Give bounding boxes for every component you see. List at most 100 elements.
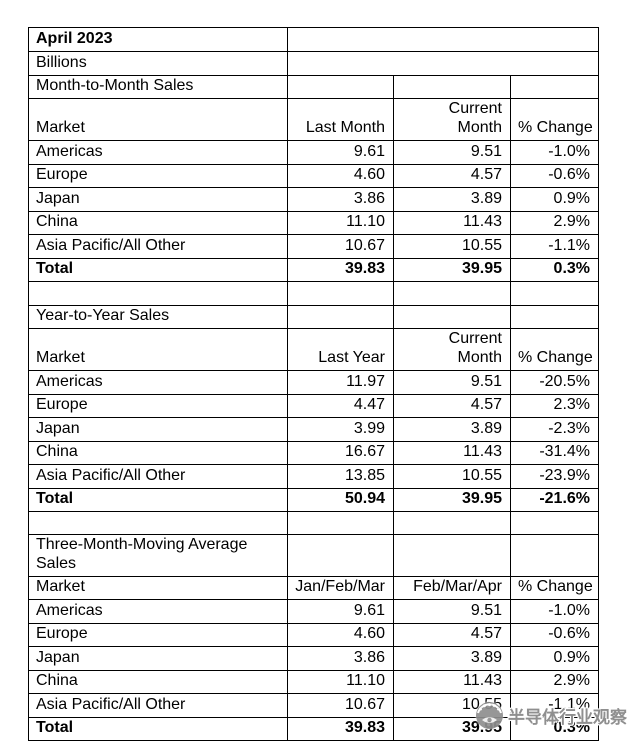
market-cell: Total — [28, 487, 288, 512]
pct-cell: -20.5% — [509, 370, 600, 395]
value-cell: 10.67 — [287, 234, 394, 259]
column-header: % Change — [509, 328, 600, 371]
section-title: Year-to-Year Sales — [28, 305, 288, 329]
table-row: China 11.10 11.43 2.9% — [28, 210, 600, 235]
table-row: Europe 4.47 4.57 2.3% — [28, 393, 600, 418]
market-cell: Asia Pacific/All Other — [28, 234, 288, 259]
column-header: % Change — [509, 98, 600, 141]
value-cell: 11.43 — [393, 669, 511, 694]
column-header-row: Market Last Month Current Month % Change — [28, 98, 600, 141]
pct-cell: 0.9% — [509, 646, 600, 671]
market-cell: Europe — [28, 393, 288, 418]
table-row: Europe 4.60 4.57 -0.6% — [28, 163, 600, 188]
pct-cell: 0.9% — [509, 187, 600, 212]
units-row: Billions — [28, 51, 600, 76]
period-title: April 2023 — [28, 27, 288, 52]
total-row: Total 39.83 39.95 0.3% — [28, 716, 600, 741]
column-header: Last Month — [287, 98, 394, 141]
value-cell: 10.55 — [393, 234, 511, 259]
pct-cell: -1.1% — [509, 693, 600, 718]
value-cell: 4.47 — [287, 393, 394, 418]
table-row: Asia Pacific/All Other 13.85 10.55 -23.9… — [28, 464, 600, 489]
value-cell: 4.57 — [393, 393, 511, 418]
market-cell: Americas — [28, 140, 288, 165]
value-cell: 3.89 — [393, 417, 511, 442]
empty-cell — [286, 51, 600, 76]
pct-cell: -2.3% — [509, 417, 600, 442]
value-cell: 3.89 — [393, 646, 511, 671]
column-header: % Change — [509, 576, 600, 600]
sales-report-table: April 2023 Billions Month-to-Month Sales… — [28, 27, 600, 741]
table-row: Japan 3.99 3.89 -2.3% — [28, 417, 600, 442]
pct-cell: -21.6% — [509, 487, 600, 512]
market-cell: Japan — [28, 417, 288, 442]
value-cell: 4.57 — [393, 163, 511, 188]
value-cell: 9.51 — [393, 370, 511, 395]
pct-cell: 2.9% — [509, 669, 600, 694]
blank-row — [28, 511, 600, 535]
blank-row — [28, 281, 600, 306]
market-cell: China — [28, 210, 288, 235]
value-cell: 3.86 — [287, 646, 394, 671]
pct-cell: -0.6% — [509, 163, 600, 188]
value-cell: 10.67 — [287, 693, 394, 718]
column-header: Last Year — [287, 328, 394, 371]
market-cell: Europe — [28, 163, 288, 188]
value-cell: 39.83 — [287, 257, 394, 282]
value-cell: 9.61 — [287, 140, 394, 165]
value-cell: 9.51 — [393, 599, 511, 624]
pct-cell: 2.9% — [509, 210, 600, 235]
column-header-row: Market Jan/Feb/Mar Feb/Mar/Apr % Change — [28, 576, 600, 600]
value-cell: 9.61 — [287, 599, 394, 624]
pct-cell: 0.3% — [509, 716, 600, 741]
column-header: Market — [28, 328, 288, 371]
pct-cell: -1.1% — [509, 234, 600, 259]
value-cell: 9.51 — [393, 140, 511, 165]
column-header: Market — [28, 98, 288, 141]
section-title: Three-Month-Moving Average Sales — [28, 534, 288, 577]
value-cell: 10.55 — [393, 464, 511, 489]
pct-cell: -31.4% — [509, 440, 600, 465]
pct-cell: 2.3% — [509, 393, 600, 418]
market-cell: Total — [28, 716, 288, 741]
pct-cell: 0.3% — [509, 257, 600, 282]
table-row: Europe 4.60 4.57 -0.6% — [28, 622, 600, 647]
table-row: China 11.10 11.43 2.9% — [28, 669, 600, 694]
pct-cell: -1.0% — [509, 599, 600, 624]
value-cell: 16.67 — [287, 440, 394, 465]
value-cell: 39.83 — [287, 716, 394, 741]
value-cell: 50.94 — [287, 487, 394, 512]
market-cell: China — [28, 669, 288, 694]
market-cell: Asia Pacific/All Other — [28, 693, 288, 718]
total-row: Total 39.83 39.95 0.3% — [28, 257, 600, 282]
market-cell: Asia Pacific/All Other — [28, 464, 288, 489]
value-cell: 3.86 — [287, 187, 394, 212]
value-cell: 11.43 — [393, 210, 511, 235]
value-cell: 39.95 — [393, 716, 511, 741]
market-cell: China — [28, 440, 288, 465]
value-cell: 3.99 — [287, 417, 394, 442]
section-title-row: Month-to-Month Sales — [28, 75, 600, 99]
value-cell: 4.60 — [287, 163, 394, 188]
value-cell: 4.60 — [287, 622, 394, 647]
column-header: Current Month — [393, 98, 511, 141]
pct-cell: -23.9% — [509, 464, 600, 489]
section-title-row: Year-to-Year Sales — [28, 305, 600, 329]
market-cell: Americas — [28, 599, 288, 624]
value-cell: 3.89 — [393, 187, 511, 212]
table-row: Americas 9.61 9.51 -1.0% — [28, 599, 600, 624]
market-cell: Japan — [28, 187, 288, 212]
value-cell: 11.97 — [287, 370, 394, 395]
section-title: Month-to-Month Sales — [28, 75, 288, 99]
value-cell: 39.95 — [393, 257, 511, 282]
table-row: Asia Pacific/All Other 10.67 10.55 -1.1% — [28, 234, 600, 259]
market-cell: Total — [28, 257, 288, 282]
column-header: Jan/Feb/Mar — [287, 576, 394, 600]
empty-cell — [286, 27, 600, 52]
units-label: Billions — [28, 51, 288, 76]
table-row: Americas 11.97 9.51 -20.5% — [28, 370, 600, 395]
table-row: Japan 3.86 3.89 0.9% — [28, 646, 600, 671]
total-row: Total 50.94 39.95 -21.6% — [28, 487, 600, 512]
pct-cell: -0.6% — [509, 622, 600, 647]
